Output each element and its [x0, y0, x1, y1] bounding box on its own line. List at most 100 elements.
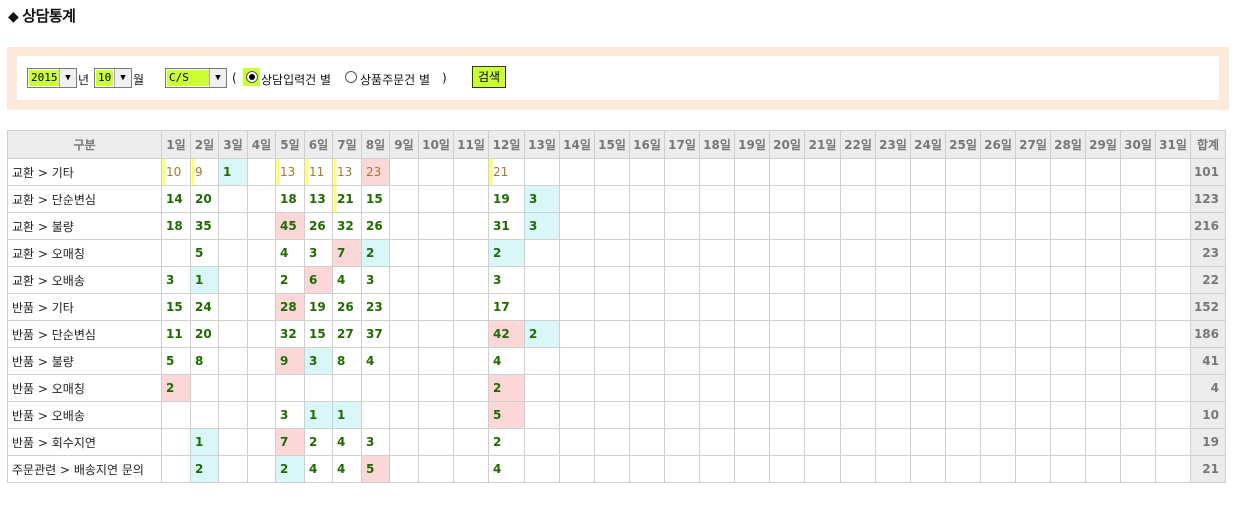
- day-cell: [664, 374, 700, 402]
- year-select-value: 2015: [29, 70, 60, 86]
- day-cell: 4: [488, 347, 525, 375]
- day-cell: [804, 428, 841, 456]
- day-cell: [1085, 212, 1121, 240]
- day-cell: 2: [275, 266, 305, 294]
- day-cell: 13: [304, 185, 333, 213]
- row-total: 152: [1190, 293, 1226, 321]
- day-cell: [840, 428, 876, 456]
- day-cell: [389, 239, 419, 267]
- day-cell: [910, 293, 946, 321]
- chevron-down-icon: ▼: [114, 69, 131, 87]
- day-cell: [875, 239, 911, 267]
- day-cell: [734, 347, 770, 375]
- day-cell: [875, 185, 911, 213]
- day-cell: [945, 239, 981, 267]
- day-cell: [769, 158, 805, 186]
- day-cell: [418, 347, 454, 375]
- day-cell: [1085, 401, 1121, 429]
- day-cell: [1015, 212, 1051, 240]
- radio-by-order-label: 상품주문건 별: [360, 73, 431, 87]
- day-cell: [804, 158, 841, 186]
- day-cell: [945, 293, 981, 321]
- day-cell: [629, 266, 665, 294]
- day-cell: [629, 293, 665, 321]
- header-day: 26일: [980, 130, 1016, 159]
- day-cell: [218, 266, 248, 294]
- day-cell: 4: [304, 455, 333, 483]
- header-category: 구분: [7, 130, 162, 159]
- table-row: 교환 > 불량 18 35 45 26 32 26 31 3 216: [7, 212, 1226, 240]
- day-cell: [1155, 347, 1191, 375]
- day-cell: [1085, 428, 1121, 456]
- day-cell: [453, 239, 489, 267]
- day-cell: [664, 266, 700, 294]
- day-cell: [875, 428, 911, 456]
- row-category-label: 교환 > 기타: [7, 158, 162, 186]
- day-cell: [161, 428, 191, 456]
- day-cell: [1155, 212, 1191, 240]
- day-cell: [418, 266, 454, 294]
- day-cell: [1085, 347, 1121, 375]
- paren-close: ): [442, 71, 447, 85]
- day-cell: 5: [361, 455, 390, 483]
- month-select[interactable]: 10 ▼: [94, 68, 132, 88]
- day-cell: [629, 374, 665, 402]
- header-day: 10일: [418, 130, 454, 159]
- year-select[interactable]: 2015 ▼: [27, 68, 77, 88]
- day-cell: [453, 374, 489, 402]
- day-cell: [453, 266, 489, 294]
- category-select[interactable]: C/S ▼: [165, 68, 227, 88]
- day-cell: 17: [488, 293, 525, 321]
- day-cell: 18: [275, 185, 305, 213]
- day-cell: [594, 347, 630, 375]
- day-cell: [1050, 185, 1086, 213]
- day-cell: [247, 239, 276, 267]
- day-cell: [361, 401, 390, 429]
- header-day: 27일: [1015, 130, 1051, 159]
- header-day: 5일: [275, 130, 305, 159]
- day-cell: 31: [488, 212, 525, 240]
- day-cell: 13: [275, 158, 305, 186]
- day-cell: [332, 374, 362, 402]
- day-cell: [629, 158, 665, 186]
- day-cell: [1155, 320, 1191, 348]
- day-cell: [389, 212, 419, 240]
- day-cell: 28: [275, 293, 305, 321]
- day-cell: [1050, 401, 1086, 429]
- day-cell: 4: [361, 347, 390, 375]
- day-cell: [247, 455, 276, 483]
- day-cell: [559, 320, 595, 348]
- day-cell: 3: [524, 185, 560, 213]
- day-cell: 15: [361, 185, 390, 213]
- radio-by-order[interactable]: [345, 71, 357, 83]
- day-cell: [594, 374, 630, 402]
- header-day: 15일: [594, 130, 630, 159]
- day-cell: [629, 401, 665, 429]
- day-cell: 27: [332, 320, 362, 348]
- day-cell: [980, 185, 1016, 213]
- search-button[interactable]: 검색: [472, 66, 506, 88]
- day-cell: 9: [190, 158, 219, 186]
- day-cell: [1155, 455, 1191, 483]
- day-cell: [1155, 266, 1191, 294]
- day-cell: [699, 401, 735, 429]
- day-cell: [664, 428, 700, 456]
- day-cell: [875, 455, 911, 483]
- day-cell: [389, 158, 419, 186]
- day-cell: 3: [161, 266, 191, 294]
- day-cell: [1015, 320, 1051, 348]
- category-select-value: C/S: [167, 70, 209, 86]
- day-cell: [218, 455, 248, 483]
- day-cell: 1: [190, 428, 219, 456]
- day-cell: [664, 455, 700, 483]
- day-cell: [559, 266, 595, 294]
- day-cell: [910, 266, 946, 294]
- header-day: 23일: [875, 130, 911, 159]
- table-row: 반품 > 불량 5 8 9 3 8 4 4 41: [7, 347, 1226, 375]
- day-cell: 3: [488, 266, 525, 294]
- day-cell: [1015, 158, 1051, 186]
- radio-by-consultation[interactable]: [246, 71, 258, 83]
- day-cell: [945, 212, 981, 240]
- day-cell: [524, 266, 560, 294]
- day-cell: [524, 455, 560, 483]
